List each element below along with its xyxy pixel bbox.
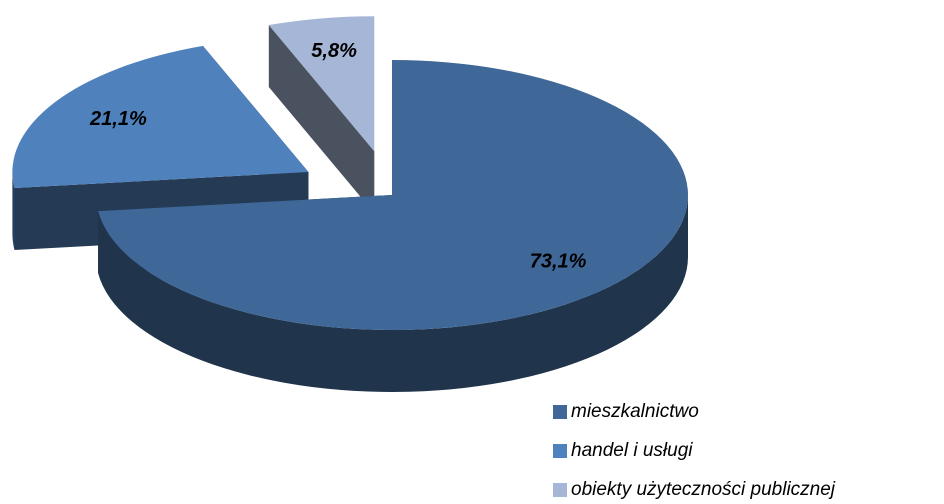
slice-wall — [98, 195, 688, 392]
data-label: 73,1% — [530, 250, 587, 272]
pie: 21,1% 5,8% 73,1% — [12, 16, 688, 392]
legend-swatch — [553, 483, 567, 497]
slice-side — [268, 25, 375, 214]
data-label: 21,1% — [89, 108, 147, 130]
data-label: 5,8% — [311, 40, 357, 62]
slice-wall — [12, 171, 15, 251]
legend-label: handel i usługi — [571, 440, 693, 461]
slice — [98, 60, 688, 330]
legend-swatch — [553, 444, 567, 458]
legend-label: mieszkalnictwo — [571, 401, 699, 422]
legend-swatch — [553, 405, 567, 419]
slice — [12, 45, 309, 189]
legend: mieszkalnictwo handel i usługi obiekty uży… — [553, 401, 836, 500]
slice — [268, 16, 375, 152]
legend-label: obiekty użyteczności publicznej — [571, 479, 836, 500]
